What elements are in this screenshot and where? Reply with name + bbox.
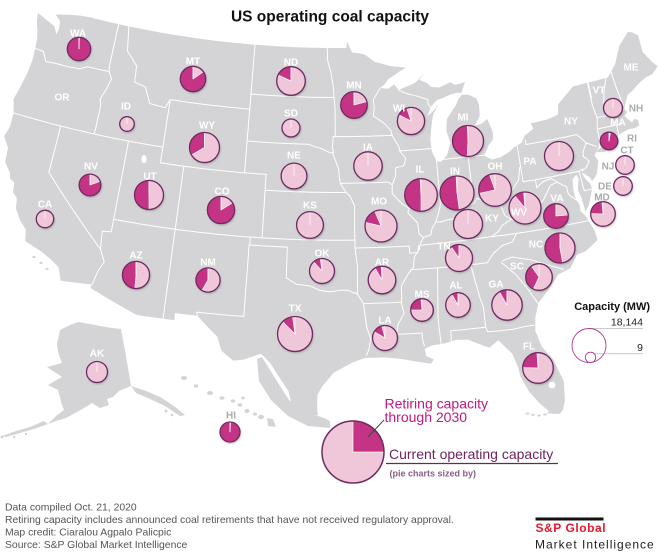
svg-text:VT: VT bbox=[593, 86, 606, 97]
svg-text:HI: HI bbox=[226, 411, 236, 422]
svg-text:ID: ID bbox=[121, 102, 131, 113]
svg-text:WY: WY bbox=[199, 121, 215, 132]
svg-text:WA: WA bbox=[70, 29, 86, 40]
svg-text:MN: MN bbox=[346, 81, 362, 92]
svg-text:CT: CT bbox=[620, 146, 633, 157]
svg-text:ND: ND bbox=[284, 58, 298, 69]
svg-text:OR: OR bbox=[55, 93, 71, 104]
svg-text:UT: UT bbox=[143, 172, 156, 183]
svg-text:LA: LA bbox=[378, 316, 391, 327]
svg-text:AR: AR bbox=[375, 258, 390, 269]
svg-text:VA: VA bbox=[550, 194, 563, 205]
svg-text:NC: NC bbox=[529, 240, 543, 251]
svg-text:Current operating capacity: Current operating capacity bbox=[389, 446, 553, 462]
svg-text:through 2030: through 2030 bbox=[385, 409, 468, 425]
svg-text:GA: GA bbox=[489, 280, 504, 291]
svg-text:AZ: AZ bbox=[129, 251, 142, 262]
svg-text:18,144: 18,144 bbox=[611, 317, 643, 329]
svg-text:Retiring capacity includes ann: Retiring capacity includes announced coa… bbox=[5, 515, 454, 526]
svg-text:Retiring capacity: Retiring capacity bbox=[385, 396, 489, 412]
svg-text:PA: PA bbox=[523, 157, 536, 168]
svg-text:OH: OH bbox=[488, 162, 503, 173]
svg-text:MI: MI bbox=[457, 113, 468, 124]
svg-text:WV: WV bbox=[511, 208, 527, 219]
svg-text:NY: NY bbox=[564, 117, 578, 128]
svg-text:ME: ME bbox=[624, 63, 639, 74]
svg-text:FL: FL bbox=[523, 342, 535, 353]
svg-text:KS: KS bbox=[303, 201, 317, 212]
svg-text:KY: KY bbox=[485, 214, 499, 225]
svg-text:IL: IL bbox=[416, 165, 425, 176]
svg-text:SC: SC bbox=[510, 262, 524, 273]
svg-text:Market Intelligence: Market Intelligence bbox=[535, 538, 655, 552]
svg-text:Capacity (MW): Capacity (MW) bbox=[574, 301, 650, 313]
svg-text:NE: NE bbox=[287, 151, 301, 162]
svg-text:MS: MS bbox=[415, 290, 430, 301]
svg-text:CA: CA bbox=[38, 200, 52, 211]
svg-text:AL: AL bbox=[449, 281, 462, 292]
svg-text:DE: DE bbox=[598, 182, 612, 193]
svg-text:TX: TX bbox=[289, 304, 302, 315]
svg-text:IN: IN bbox=[450, 167, 460, 178]
svg-text:Source: S&P Global Market Inte: Source: S&P Global Market Intelligence bbox=[5, 540, 188, 551]
svg-text:NJ: NJ bbox=[602, 162, 615, 173]
svg-text:CO: CO bbox=[215, 187, 230, 198]
svg-text:AK: AK bbox=[90, 349, 105, 360]
svg-text:SD: SD bbox=[284, 109, 298, 120]
svg-text:S&P Global: S&P Global bbox=[536, 521, 607, 535]
svg-text:IA: IA bbox=[363, 143, 373, 154]
svg-text:WI: WI bbox=[393, 104, 405, 115]
svg-text:US operating coal capacity: US operating coal capacity bbox=[231, 9, 429, 26]
svg-text:NH: NH bbox=[629, 104, 643, 115]
svg-text:RI: RI bbox=[627, 134, 637, 145]
svg-text:9: 9 bbox=[637, 342, 643, 354]
svg-text:(pie charts sized by): (pie charts sized by) bbox=[390, 469, 477, 479]
svg-text:MO: MO bbox=[371, 197, 387, 208]
svg-text:MA: MA bbox=[610, 118, 626, 129]
svg-text:Map credit: Ciaralou Agpalo Pa: Map credit: Ciaralou Agpalo Palicpic bbox=[5, 528, 171, 539]
svg-text:OK: OK bbox=[315, 249, 331, 260]
svg-text:Data compiled Oct. 21, 2020: Data compiled Oct. 21, 2020 bbox=[5, 503, 137, 514]
svg-text:MD: MD bbox=[594, 193, 610, 204]
svg-text:TN: TN bbox=[437, 242, 450, 253]
svg-text:NM: NM bbox=[200, 258, 216, 269]
svg-text:NV: NV bbox=[84, 162, 98, 173]
svg-text:MT: MT bbox=[186, 57, 200, 68]
